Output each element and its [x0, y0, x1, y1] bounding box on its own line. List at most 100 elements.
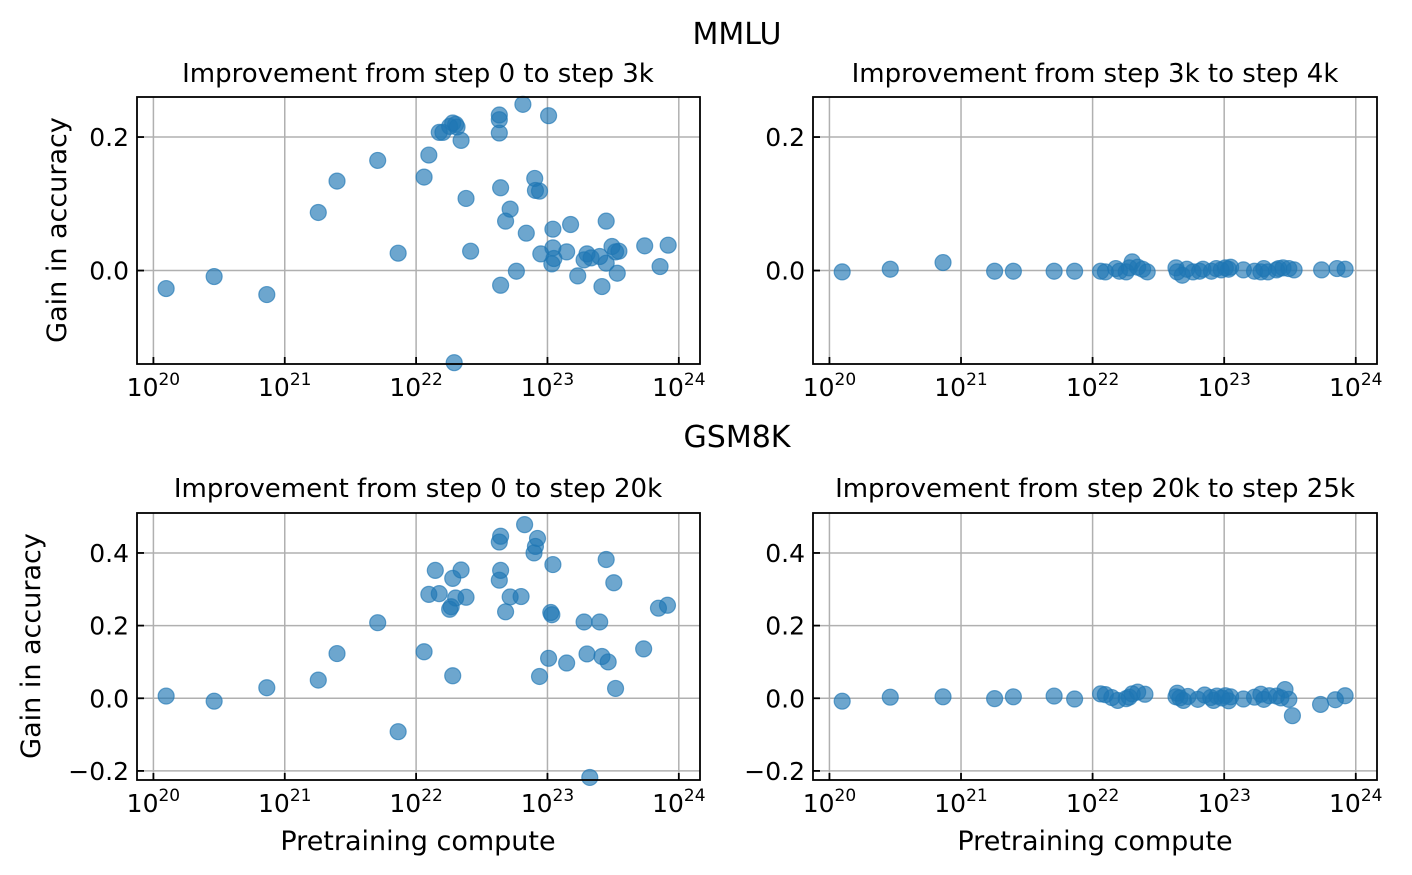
data-point	[492, 527, 510, 545]
data-point	[606, 679, 625, 698]
data-point	[492, 276, 510, 294]
data-point	[452, 131, 470, 149]
data-point	[544, 555, 562, 574]
x-tick-label: 1022	[1066, 370, 1119, 402]
x-tick-label: 1024	[652, 370, 705, 402]
y-tick-label: 0.0	[765, 684, 805, 713]
data-point	[430, 585, 448, 603]
data-point	[597, 254, 615, 272]
data-point	[205, 267, 223, 286]
data-point	[651, 257, 669, 276]
data-point	[543, 606, 561, 624]
data-point	[833, 263, 851, 281]
x-tick-label: 1020	[127, 786, 180, 818]
data-point	[635, 640, 653, 658]
data-point	[608, 264, 626, 282]
y-tick-label: 0.0	[89, 257, 129, 286]
data-point	[1280, 690, 1298, 708]
x-tick-label: 1023	[1197, 786, 1250, 818]
x-tick-label: 1020	[127, 370, 180, 402]
data-point	[530, 667, 549, 686]
data-point	[569, 267, 587, 285]
data-point	[934, 688, 952, 706]
x-tick-label: 1021	[258, 786, 311, 818]
data-point	[457, 189, 475, 208]
panel-gsm8k-step0-20k: 1020 1021 1022 1023 1024 −0.2 0.0 0.2 0.4 Improv…	[16, 474, 706, 857]
x-tick-label: 1021	[934, 786, 987, 818]
data-point	[415, 168, 433, 186]
data-point	[507, 262, 525, 280]
data-point	[389, 244, 407, 262]
data-point	[539, 649, 558, 667]
data-point	[934, 253, 952, 272]
section-title-gsm8k: GSM8K	[684, 420, 792, 455]
data-point	[581, 768, 599, 787]
data-point	[205, 692, 223, 710]
data-point	[1136, 685, 1154, 703]
data-point	[986, 690, 1004, 708]
data-point	[514, 95, 532, 113]
x-tick-label: 1020	[803, 786, 856, 818]
x-tick-label: 1022	[389, 370, 442, 402]
y-tick-label: 0.2	[89, 123, 129, 152]
section-title-mmlu: MMLU	[693, 17, 782, 52]
y-axis-label: Gain in accuracy	[16, 533, 47, 759]
data-point	[1138, 263, 1156, 281]
data-point	[575, 613, 593, 631]
data-point	[426, 561, 444, 579]
data-point	[881, 688, 899, 706]
data-point	[258, 285, 276, 304]
data-point	[492, 179, 510, 197]
y-tick-label: −0.2	[68, 757, 129, 786]
data-point	[1311, 695, 1330, 714]
y-tick-label: −0.2	[744, 757, 805, 786]
x-tick-label: 1021	[934, 370, 987, 402]
data-point	[445, 354, 463, 372]
panel-title: Improvement from step 0 to step 3k	[182, 59, 654, 89]
data-point	[1336, 260, 1354, 278]
x-tick-label: 1020	[803, 370, 856, 402]
panel-title: Improvement from step 20k to step 25k	[835, 474, 1355, 504]
data-point	[610, 242, 628, 260]
x-tick-label: 1024	[1329, 370, 1382, 402]
data-point	[157, 279, 175, 298]
data-point	[1313, 261, 1331, 279]
x-axis-label: Pretraining compute	[280, 826, 555, 857]
x-tick-label: 1022	[389, 786, 442, 818]
data-point	[833, 692, 851, 710]
data-point	[309, 671, 327, 689]
y-tick-label: 0.2	[765, 123, 805, 152]
data-point	[528, 529, 547, 548]
data-point	[599, 653, 617, 671]
data-point	[1283, 707, 1302, 725]
data-point	[516, 516, 534, 534]
data-point	[1004, 262, 1022, 280]
data-point	[492, 561, 510, 579]
x-tick-label: 1023	[521, 370, 574, 402]
data-point	[1066, 690, 1084, 708]
data-point	[1285, 261, 1303, 279]
data-point	[881, 260, 899, 278]
data-point	[415, 643, 433, 661]
data-point	[389, 723, 407, 741]
y-tick-label: 0.0	[765, 257, 805, 286]
x-axis-label: Pretraining compute	[957, 826, 1232, 857]
x-tick-label: 1024	[652, 786, 705, 818]
data-point	[659, 236, 677, 254]
data-point	[986, 262, 1004, 280]
data-point	[539, 107, 558, 125]
data-point	[1045, 687, 1063, 705]
x-tick-label: 1022	[1066, 786, 1119, 818]
data-point	[512, 587, 530, 606]
data-point	[328, 644, 346, 663]
x-tick-label: 1023	[1197, 370, 1250, 402]
data-point	[1066, 262, 1084, 280]
data-point	[444, 667, 462, 685]
data-point	[369, 614, 387, 632]
data-point	[593, 277, 611, 296]
y-tick-label: 0.0	[89, 684, 129, 713]
data-point	[1045, 262, 1063, 280]
data-point	[558, 243, 576, 261]
data-point	[258, 679, 276, 697]
